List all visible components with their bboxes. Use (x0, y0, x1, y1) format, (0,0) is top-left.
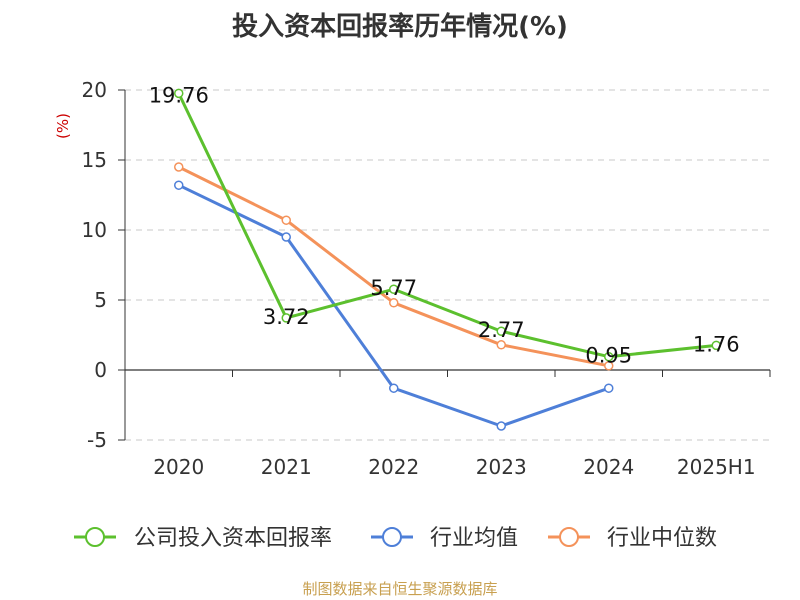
y-tick-label: 5 (94, 288, 107, 312)
data-point (389, 284, 399, 294)
data-label: 19.76 (149, 83, 209, 107)
data-label: 2.77 (478, 318, 525, 342)
data-point (604, 383, 614, 393)
data-point (389, 383, 399, 393)
legend-marker (382, 527, 402, 547)
data-point (496, 326, 506, 336)
data-point (711, 340, 721, 351)
x-tick-label: 2024 (583, 455, 634, 479)
data-point (496, 340, 506, 350)
x-tick-label: 2020 (153, 455, 204, 479)
data-label: 5.77 (370, 276, 417, 300)
data-point (281, 215, 291, 225)
legend-label: 行业中位数 (607, 526, 717, 551)
data-label: 3.72 (263, 305, 310, 329)
legend-marker (85, 527, 105, 547)
data-point (604, 361, 614, 371)
data-point (389, 298, 399, 308)
y-axis-label: (%) (54, 113, 72, 139)
data-point (496, 421, 506, 431)
data-point (174, 88, 184, 99)
y-tick-label: 0 (94, 358, 107, 382)
chart-title: 投入资本回报率历年情况(%) (232, 12, 568, 42)
x-tick-label: 2022 (368, 455, 419, 479)
y-tick-label: 15 (82, 148, 107, 172)
data-point (604, 351, 614, 362)
data-label: 0.95 (585, 344, 632, 368)
data-point (281, 232, 291, 242)
data-label: 1.76 (693, 332, 740, 356)
x-tick-label: 2025H1 (677, 455, 756, 479)
y-tick-label: -5 (87, 428, 107, 452)
legend-label: 行业均值 (430, 526, 518, 551)
legend-label: 公司投入资本回报率 (134, 526, 332, 551)
data-point (174, 180, 184, 190)
x-tick-label: 2023 (476, 455, 527, 479)
data-point (174, 162, 184, 172)
series-line (177, 92, 717, 359)
y-tick-label: 20 (82, 78, 107, 102)
series-line (178, 165, 610, 368)
source-note: 制图数据来自恒生聚源数据库 (302, 580, 498, 598)
y-tick-label: 10 (82, 218, 107, 242)
x-tick-label: 2021 (261, 455, 312, 479)
legend-marker (559, 527, 579, 547)
data-point (281, 313, 291, 323)
